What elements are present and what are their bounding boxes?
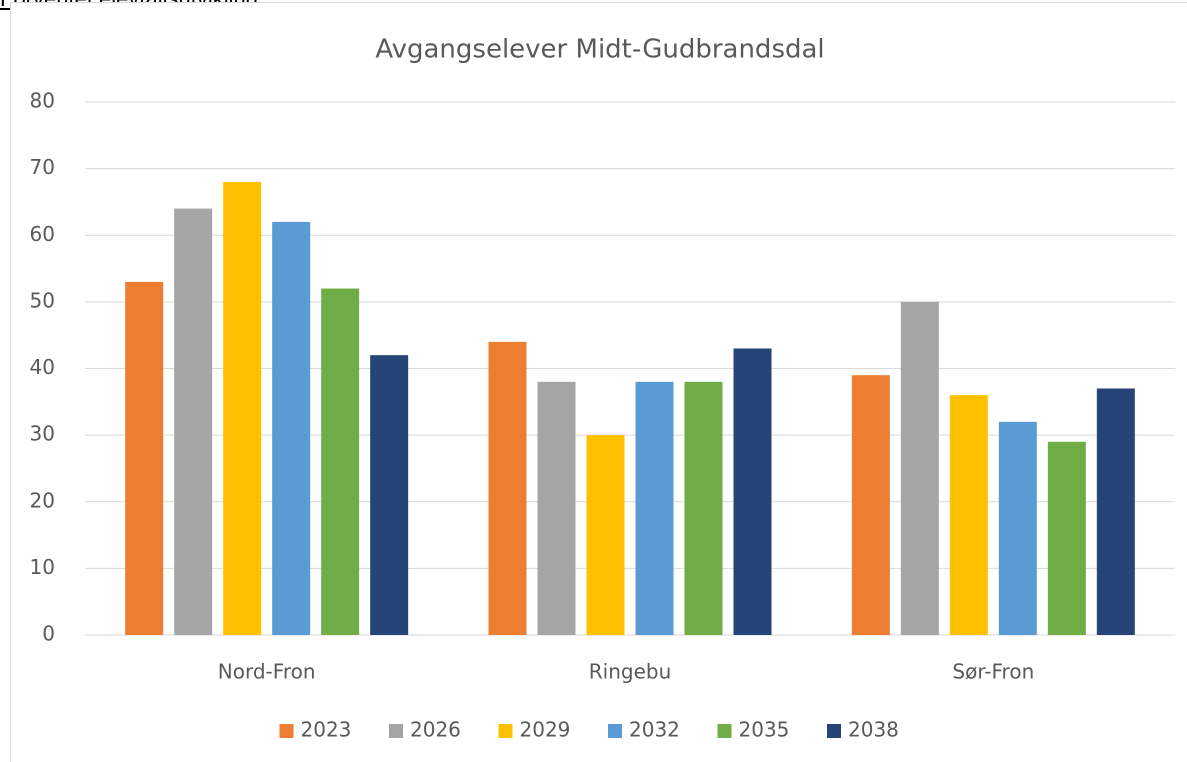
y-tick-label: 0 — [42, 622, 55, 646]
y-tick-label: 20 — [30, 488, 55, 512]
y-tick-label: 60 — [30, 222, 55, 246]
bar — [1096, 388, 1135, 635]
legend-label: 2023 — [301, 718, 352, 742]
legend-swatch — [389, 724, 403, 738]
bar — [272, 221, 311, 636]
bar — [733, 348, 772, 635]
legend-swatch — [717, 724, 732, 738]
legend-label: 2032 — [629, 718, 680, 742]
legend-swatch — [608, 724, 622, 738]
legend-label: 2029 — [520, 718, 571, 742]
y-tick-label: 10 — [30, 555, 55, 579]
bar — [949, 395, 988, 635]
y-tick-label: 30 — [30, 422, 55, 446]
bar — [321, 288, 360, 635]
bar — [998, 421, 1037, 635]
bar — [900, 301, 939, 635]
bar — [537, 381, 576, 635]
legend-label: 2038 — [848, 718, 899, 742]
x-tick-label: Sør-Fron — [952, 660, 1034, 684]
bar — [586, 435, 625, 635]
legend-swatch — [279, 724, 294, 738]
bar — [223, 181, 262, 635]
bar — [635, 381, 674, 635]
x-tick-label: Ringebu — [589, 660, 672, 684]
bar — [684, 381, 723, 635]
legend-label: 2026 — [410, 718, 461, 742]
bar — [488, 341, 527, 635]
bar — [1047, 441, 1086, 635]
y-tick-label: 40 — [30, 355, 55, 379]
x-tick-label: Nord-Fron — [218, 660, 316, 684]
y-tick-label: 70 — [30, 155, 55, 179]
bar — [851, 375, 890, 635]
chart-title: Avgangselever Midt-Gudbrandsdal — [375, 35, 824, 65]
bar — [370, 355, 409, 635]
bar — [174, 208, 213, 635]
legend-swatch — [827, 724, 841, 738]
legend-label: 2035 — [739, 718, 790, 742]
y-tick-label: 80 — [30, 89, 55, 113]
bar — [125, 281, 164, 635]
legend-swatch — [498, 724, 513, 738]
y-tick-label: 50 — [30, 288, 55, 312]
